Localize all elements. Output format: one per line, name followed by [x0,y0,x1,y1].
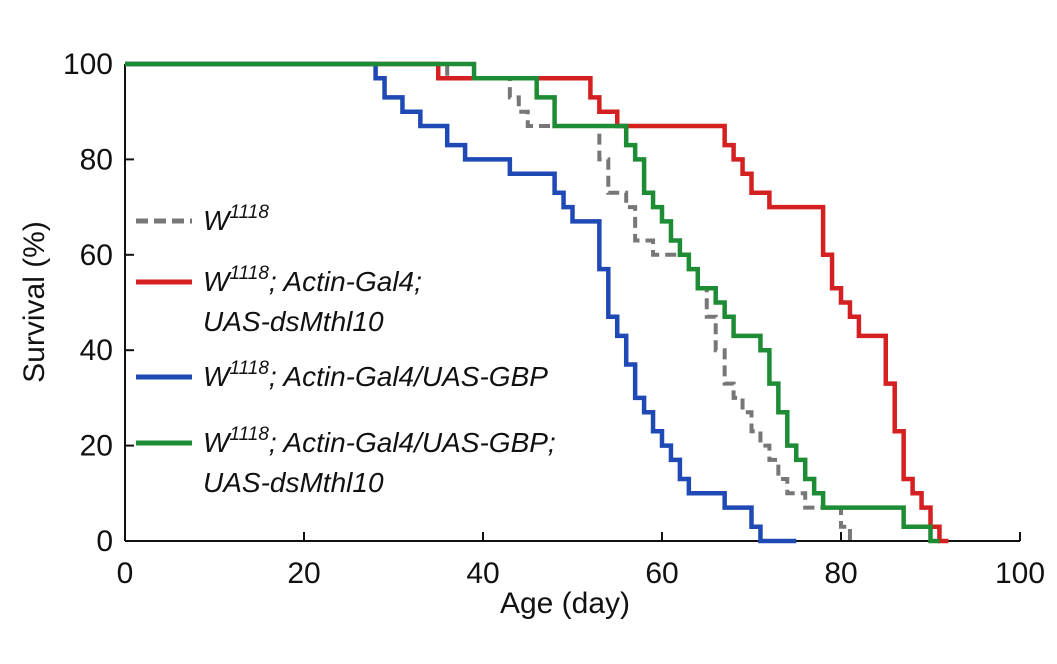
legend-entry-1: W1118; Actin-Gal4; [203,263,422,297]
x-tick-label: 80 [824,557,857,590]
series-line-1 [125,61,949,544]
ticks: 0 20 40 60 80 100 0 20 40 60 80 100 [63,48,1045,590]
legend-text-rest: ; Actin-Gal4/UAS-GBP; [269,427,556,458]
legend-superscript: 1118 [229,424,269,445]
y-tick-label: 100 [63,48,113,81]
legend-base: W [203,427,232,458]
legend-entry-3: W1118; Actin-Gal4/UAS-GBP; [203,424,556,458]
legend-entry-0: W1118 [203,202,269,236]
x-tick-label: 0 [117,557,134,590]
x-tick-label: 20 [287,557,320,590]
x-tick-label: 40 [466,557,499,590]
legend-base: W [203,205,232,236]
legend-superscript: 1118 [229,263,269,284]
axes [124,64,1020,542]
series-lines [125,61,949,544]
series-line-3 [125,61,940,544]
x-tick-label: 60 [645,557,678,590]
series-line-0 [125,62,852,541]
y-tick-label: 40 [80,334,113,367]
y-tick-label: 20 [80,430,113,463]
legend-text-rest: ; Actin-Gal4; [269,266,422,297]
legend-entry-2: W1118; Actin-Gal4/UAS-GBP [203,358,548,392]
legend-base: W [203,266,232,297]
y-tick-label: 80 [80,143,113,176]
y-tick-label: 0 [96,525,113,558]
legend-superscript: 1118 [229,202,269,223]
legend-base: W [203,361,232,392]
x-tick-label: 100 [995,557,1045,590]
x-axis-title: Age (day) [500,587,630,620]
legend-entry-3-line2: UAS-dsMthl10 [203,467,384,498]
y-tick-label: 60 [80,239,113,272]
y-axis-title: Survival (%) [18,221,51,383]
legend-text-rest: ; Actin-Gal4/UAS-GBP [269,361,548,392]
legend-entry-1-line2: UAS-dsMthl10 [203,306,384,337]
series-line-2 [125,61,797,544]
legend-superscript: 1118 [229,358,269,379]
